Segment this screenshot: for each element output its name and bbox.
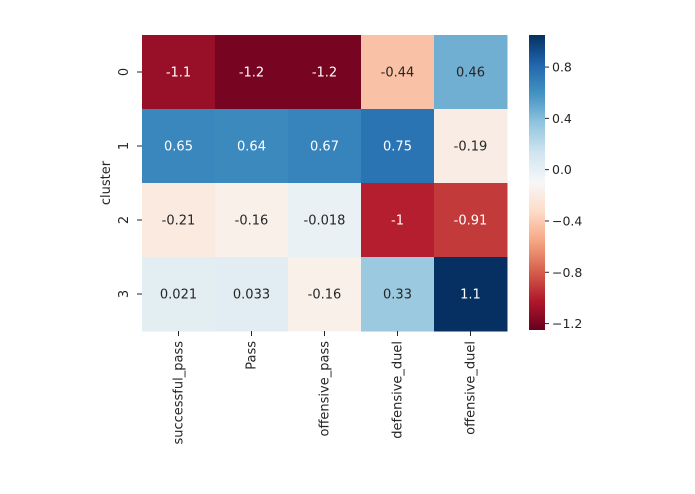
cell-value-label: -0.018	[304, 214, 346, 229]
cell-value-label: -1.1	[166, 66, 191, 81]
heatmap-cells: -1.1 -1.2 -1.2 -0.44 0.46 0.65 0.64 0.67 0.75 -0.…	[142, 35, 508, 332]
heatmap-cell	[434, 109, 508, 184]
cell-value-label: -0.44	[381, 66, 415, 81]
x-tick-label: offensive_pass	[318, 341, 333, 437]
heatmap-cell	[288, 35, 362, 110]
heatmap-cell	[142, 35, 216, 110]
heatmap-cell	[215, 257, 289, 332]
cell-value-label: 0.021	[160, 288, 197, 303]
cell-value-label: 1.1	[460, 288, 481, 303]
colorbar-tick-label: −1.2	[552, 316, 582, 331]
heatmap-cell	[215, 183, 289, 258]
x-tick-label: defensive_duel	[391, 341, 406, 439]
heatmap-cell	[142, 109, 216, 184]
x-tick-label: Pass	[245, 341, 260, 370]
cell-value-label: 0.033	[233, 288, 270, 303]
heatmap-cell	[288, 109, 362, 184]
heatmap-cell	[215, 35, 289, 110]
heatmap-cell	[142, 257, 216, 332]
colorbar	[529, 35, 545, 330]
heatmap-cell	[361, 109, 435, 184]
y-tick-label: 3	[117, 290, 132, 298]
cell-value-label: 0.33	[383, 288, 412, 303]
cell-value-label: -1	[391, 214, 404, 229]
heatmap-cell	[361, 35, 435, 110]
heatmap-cell	[215, 109, 289, 184]
colorbar-tick-label: 0.8	[552, 60, 572, 75]
cell-value-label: -0.19	[454, 140, 488, 155]
x-tick-label: offensive_duel	[464, 341, 479, 435]
y-axis-ticks: 0 1 2 3	[117, 68, 142, 298]
cell-value-label: 0.67	[310, 140, 339, 155]
y-axis-label: cluster	[99, 160, 114, 205]
heatmap-cell	[434, 257, 508, 332]
colorbar-ticks: 0.8 0.4 0.0 −0.4 −0.8 −1.2	[545, 60, 582, 331]
y-tick-label: 1	[117, 142, 132, 150]
x-tick-label: successful_pass	[172, 341, 187, 445]
y-tick-label: 0	[117, 68, 132, 76]
cell-value-label: 0.75	[383, 140, 412, 155]
cell-value-label: 0.64	[237, 140, 266, 155]
heatmap-cell	[288, 183, 362, 258]
heatmap-cell	[142, 183, 216, 258]
cell-value-label: -0.91	[454, 214, 488, 229]
heatmap-cell	[434, 35, 508, 110]
cell-value-label: -0.16	[308, 288, 342, 303]
cell-value-label: 0.46	[456, 66, 485, 81]
colorbar-tick-label: 0.0	[552, 162, 572, 177]
cell-value-label: -0.16	[235, 214, 269, 229]
cell-value-label: -0.21	[162, 214, 196, 229]
heatmap-cell	[361, 257, 435, 332]
y-tick-label: 2	[117, 216, 132, 224]
heatmap-cell	[288, 257, 362, 332]
cell-value-label: 0.65	[164, 140, 193, 155]
heatmap-cell	[434, 183, 508, 258]
heatmap-cell	[361, 183, 435, 258]
cell-value-label: -1.2	[239, 66, 264, 81]
colorbar-tick-label: −0.8	[552, 265, 582, 280]
colorbar-tick-label: −0.4	[552, 213, 582, 228]
cell-value-label: -1.2	[312, 66, 337, 81]
colorbar-tick-label: 0.4	[552, 111, 572, 126]
x-axis-ticks: successful_pass Pass offensive_pass defensi…	[172, 331, 479, 445]
